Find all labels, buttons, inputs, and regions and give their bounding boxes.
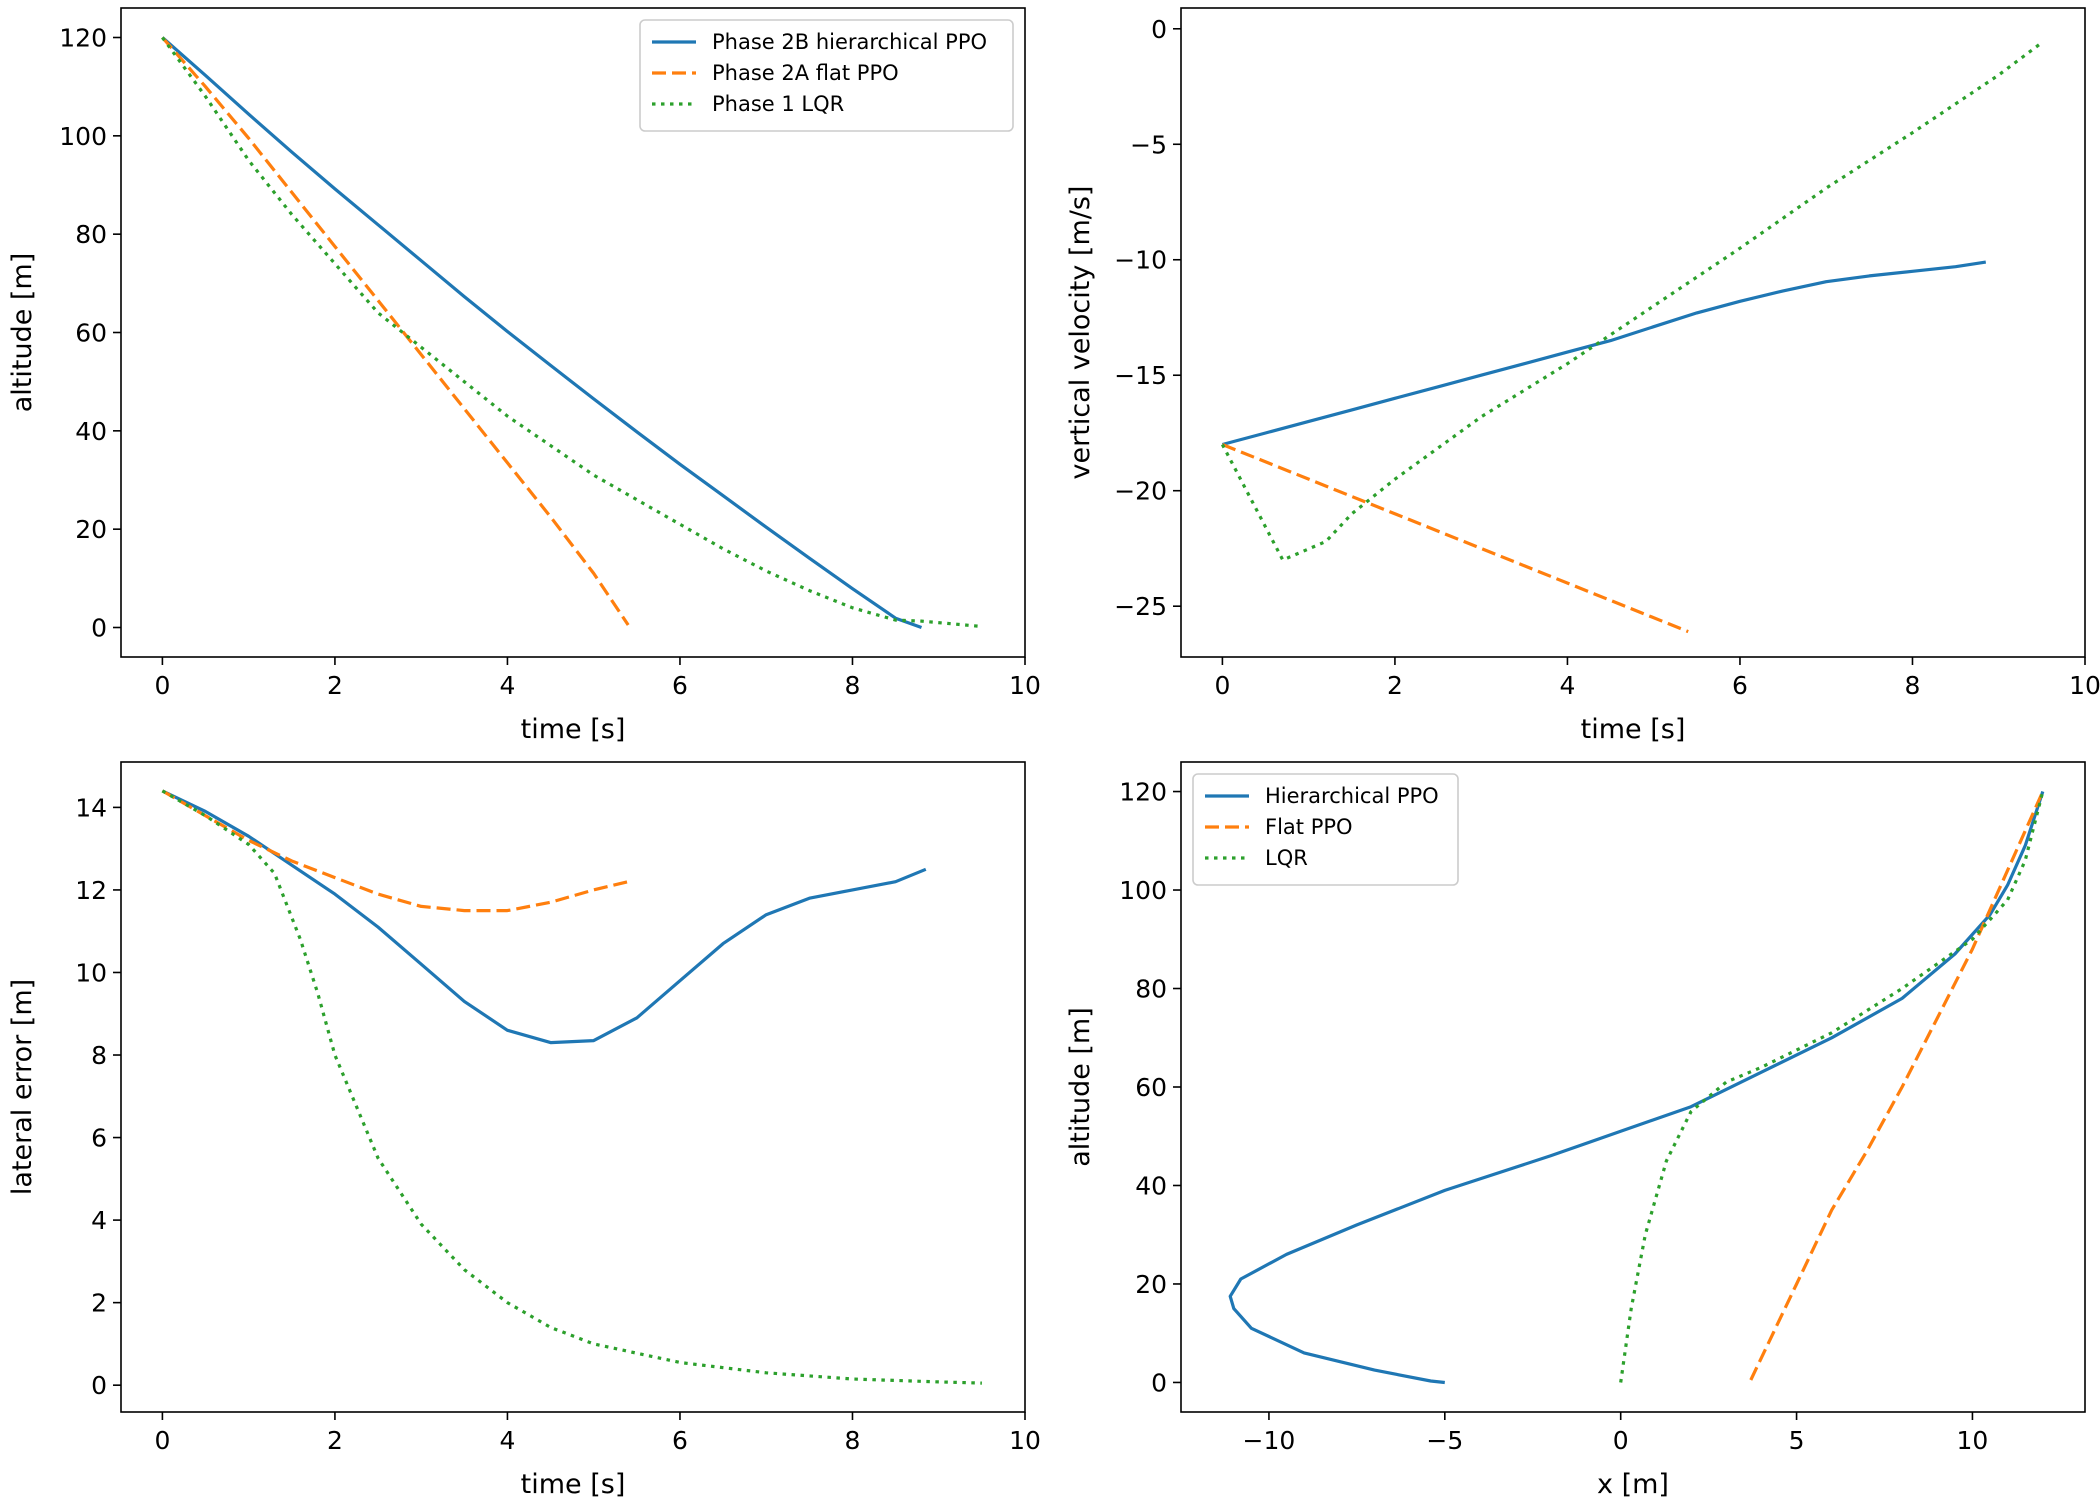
series-line-hierarchical-ppo xyxy=(1228,791,2045,1385)
y-tick-label: 4 xyxy=(91,1206,107,1235)
x-tick-label: 8 xyxy=(1905,671,1921,700)
x-tick-label: 4 xyxy=(499,1426,515,1455)
x-axis-label: time [s] xyxy=(1581,714,1686,745)
y-tick-label: 20 xyxy=(1135,1270,1167,1299)
legend-entry-label: Phase 2A flat PPO xyxy=(712,61,899,85)
x-tick-label: 0 xyxy=(1613,1426,1629,1455)
legend-entry-label: Phase 1 LQR xyxy=(712,92,844,116)
y-axis-label: lateral error [m] xyxy=(7,979,38,1195)
y-tick-label: 12 xyxy=(75,876,107,905)
x-tick-label: −5 xyxy=(1426,1426,1463,1455)
x-axis-label: time [s] xyxy=(521,714,626,745)
y-axis-label: vertical velocity [m/s] xyxy=(1065,186,1096,480)
y-tick-label: 40 xyxy=(1135,1171,1167,1200)
series-line-phase-2b-hierarchical-ppo xyxy=(161,36,923,630)
y-axis-label: altitude [m] xyxy=(7,253,38,413)
legend-box xyxy=(639,19,1014,132)
series-line-blue-0 xyxy=(1221,260,1987,447)
x-tick-label: 6 xyxy=(1732,671,1748,700)
series-line-flat-ppo xyxy=(1749,790,2045,1381)
series-line-orange-1 xyxy=(1221,443,1689,634)
y-tick-label: 0 xyxy=(1151,15,1167,44)
y-tick-label: −15 xyxy=(1114,361,1167,390)
legend-entry-label: Flat PPO xyxy=(1265,815,1353,839)
series-line-orange-1 xyxy=(161,789,629,913)
y-tick-label: −25 xyxy=(1114,592,1167,621)
x-tick-label: 8 xyxy=(845,1426,861,1455)
y-tick-label: 120 xyxy=(59,24,107,53)
x-tick-label: 2 xyxy=(327,671,343,700)
y-tick-label: 40 xyxy=(75,417,107,446)
series-line-blue-0 xyxy=(161,789,927,1045)
y-tick-label: 2 xyxy=(91,1289,107,1318)
x-tick-label: 10 xyxy=(1009,1426,1041,1455)
x-tick-label: −10 xyxy=(1243,1426,1296,1455)
x-tick-label: 2 xyxy=(1387,671,1403,700)
series-line-green-2 xyxy=(161,789,982,1385)
series-line-lqr xyxy=(1619,791,2045,1383)
x-tick-label: 4 xyxy=(499,671,515,700)
x-tick-label: 10 xyxy=(1009,671,1041,700)
x-tick-label: 10 xyxy=(1957,1426,1989,1455)
series-line-green-2 xyxy=(1220,41,2043,562)
y-tick-label: 120 xyxy=(1119,778,1167,807)
x-tick-label: 10 xyxy=(2069,671,2100,700)
legend: Hierarchical PPO Flat PPO LQR xyxy=(1192,773,1459,886)
x-tick-label: 5 xyxy=(1789,1426,1805,1455)
y-tick-label: 10 xyxy=(75,958,107,987)
x-tick-label: 0 xyxy=(154,1426,170,1455)
x-tick-label: 8 xyxy=(845,671,861,700)
y-tick-label: 80 xyxy=(75,220,107,249)
x-tick-label: 2 xyxy=(327,1426,343,1455)
y-tick-label: 100 xyxy=(1119,876,1167,905)
legend-box xyxy=(1192,773,1459,886)
x-tick-label: 4 xyxy=(1559,671,1575,700)
chart-panel-bottom-left: 0 2 4 6 8 10 0 2 4 6 8 10 12 14 time [s] lateral error … xyxy=(7,761,1041,1500)
y-axis-label: altitude [m] xyxy=(1065,1007,1096,1167)
legend-entry-label: Phase 2B hierarchical PPO xyxy=(712,30,987,54)
x-tick-label: 6 xyxy=(672,671,688,700)
x-tick-label: 0 xyxy=(1214,671,1230,700)
legend: Phase 2B hierarchical PPO Phase 2A flat P… xyxy=(639,19,1014,132)
x-axis-label: x [m] xyxy=(1597,1469,1669,1500)
y-tick-label: 60 xyxy=(1135,1073,1167,1102)
y-tick-label: 100 xyxy=(59,122,107,151)
y-tick-label: 0 xyxy=(91,614,107,643)
y-tick-label: −5 xyxy=(1130,130,1167,159)
y-tick-label: 0 xyxy=(91,1371,107,1400)
y-tick-label: 8 xyxy=(91,1041,107,1070)
y-tick-label: 14 xyxy=(75,793,107,822)
y-tick-label: 0 xyxy=(1151,1368,1167,1397)
series-line-phase-1-lqr xyxy=(161,36,983,629)
series-line-phase-2a-flat-ppo xyxy=(161,36,630,626)
axes-frame xyxy=(1180,7,2086,658)
y-tick-label: −20 xyxy=(1114,477,1167,506)
legend-entry-label: Hierarchical PPO xyxy=(1265,784,1439,808)
y-tick-label: 60 xyxy=(75,319,107,348)
chart-panel-top-right: 0 2 4 6 8 10 −25 −20 −15 −10 −5 0 time [s] vertical v… xyxy=(1065,7,2100,745)
x-tick-label: 0 xyxy=(154,671,170,700)
axes-frame xyxy=(120,761,1026,1413)
y-tick-label: 6 xyxy=(91,1124,107,1153)
x-tick-label: 6 xyxy=(672,1426,688,1455)
y-tick-label: 20 xyxy=(75,515,107,544)
y-tick-label: −10 xyxy=(1114,246,1167,275)
y-tick-label: 80 xyxy=(1135,975,1167,1004)
x-axis-label: time [s] xyxy=(521,1469,626,1500)
legend-entry-label: LQR xyxy=(1265,846,1308,870)
